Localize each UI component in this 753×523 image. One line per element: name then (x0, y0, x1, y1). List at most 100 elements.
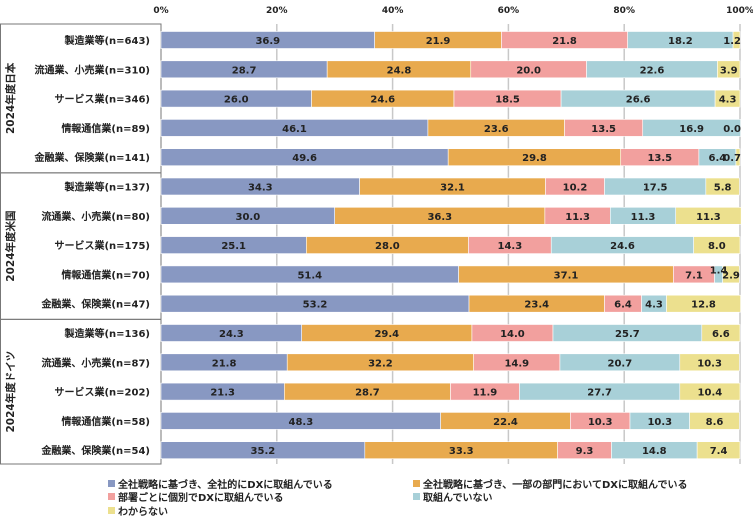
category-label: 流通業、小売業(n=80) (41, 210, 150, 223)
value-label: 11.3 (631, 212, 656, 223)
value-label: 16.9 (679, 124, 704, 135)
value-label: 24.3 (219, 329, 244, 340)
group-label: 2024年度日本 (4, 62, 17, 134)
value-label: 49.6 (292, 153, 317, 164)
legend-label: 全社戦略に基づき、一部の部門においてDXに取組んでいる (423, 480, 688, 491)
value-label: 0.0 (723, 124, 741, 135)
value-label: 10.3 (697, 358, 722, 369)
value-label: 7.1 (685, 270, 703, 281)
legend-swatch (108, 480, 115, 487)
value-label: 0.7 (723, 153, 741, 164)
value-label: 32.2 (368, 358, 393, 369)
legend-item: 全社戦略に基づき、一部の部門においてDXに取組んでいる (413, 476, 688, 491)
bar-segment (722, 265, 740, 284)
value-label: 24.8 (387, 65, 412, 76)
value-label: 6.4 (709, 153, 727, 164)
value-label: 8.6 (706, 417, 724, 428)
category-label: 情報通信業(n=70) (61, 268, 150, 281)
bar-segment (693, 236, 741, 254)
value-label: 29.8 (522, 153, 547, 164)
value-label: 14.8 (642, 446, 667, 457)
value-label: 46.1 (282, 124, 307, 135)
bar-segment (679, 382, 741, 401)
category-labels: 製造業等(n=643) 流通業、小売業(n=310) サービス業(n=346) 情報通… (33, 34, 150, 457)
x-tick-label: 20% (266, 6, 288, 16)
bars (160, 31, 742, 460)
value-label: 33.3 (449, 446, 474, 457)
group-label: 2024年度米国 (4, 210, 17, 281)
value-label: 1.2 (723, 36, 741, 47)
value-label: 30.0 (236, 212, 261, 223)
value-label: 35.2 (251, 446, 276, 457)
value-label: 8.0 (708, 241, 726, 252)
value-label: 20.7 (608, 358, 633, 369)
value-label: 18.2 (668, 36, 693, 47)
value-label: 13.5 (591, 124, 616, 135)
bar-segment (642, 119, 741, 137)
legend-swatch (413, 493, 420, 500)
group-labels: 2024年度日本 2024年度米国 2024年度ドイツ (4, 62, 17, 432)
category-label: 情報通信業(n=89) (61, 122, 150, 135)
x-tick-label: 0% (153, 6, 168, 16)
category-label: サービス業(n=346) (54, 93, 150, 106)
value-label: 36.9 (255, 36, 280, 47)
value-label: 26.6 (626, 95, 651, 106)
value-label: 10.3 (588, 417, 613, 428)
value-label: 9.3 (576, 446, 594, 457)
value-label: 6.6 (712, 329, 730, 340)
bar-segment (701, 324, 741, 342)
value-label: 23.4 (524, 300, 549, 311)
value-label: 28.7 (355, 388, 380, 399)
value-label: 14.9 (504, 358, 529, 369)
legend-label: 全社戦略に基づき、全社的にDXに取組んでいる (118, 480, 333, 491)
value-label: 4.3 (645, 300, 663, 311)
value-label: 11.3 (696, 212, 721, 223)
bar-segment (732, 31, 741, 49)
value-labels: 36.9 21.9 21.8 18.2 1.2 28.7 24.8 20.0 22.6 3.9 26… (210, 36, 741, 457)
x-tick-label: 60% (498, 6, 520, 16)
category-label: サービス業(n=175) (54, 239, 150, 252)
value-label: 10.2 (563, 183, 588, 194)
bar-segment (689, 412, 740, 430)
value-label: 21.9 (426, 36, 451, 47)
value-label: 29.4 (374, 329, 399, 340)
legend-item: 取組んでいない (413, 489, 493, 504)
value-label: 25.7 (615, 329, 640, 340)
bar-segment (714, 89, 741, 108)
value-label: 11.3 (565, 212, 590, 223)
value-label: 28.0 (375, 241, 400, 252)
value-label: 36.3 (427, 212, 452, 223)
value-label: 21.3 (210, 388, 235, 399)
bar-segment (735, 148, 741, 166)
legend-label: わからない (118, 507, 168, 518)
legend-swatch (108, 507, 115, 514)
category-label: 流通業、小売業(n=310) (34, 63, 150, 76)
category-label: 製造業等(n=643) (63, 34, 150, 47)
value-label: 24.6 (370, 95, 395, 106)
legend-item: 部署ごとに個別でDXに取組んでいる (108, 489, 284, 504)
value-label: 6.4 (614, 300, 632, 311)
category-label: 金融業、保険業(n=47) (40, 298, 150, 311)
value-label: 4.3 (719, 95, 737, 106)
category-label: 金融業、保険業(n=141) (33, 151, 150, 164)
category-label: 流通業、小売業(n=87) (41, 356, 150, 369)
value-label: 34.3 (248, 183, 273, 194)
category-label: サービス業(n=202) (54, 386, 150, 399)
bar-segment (717, 60, 741, 79)
bar-segment (705, 177, 740, 196)
value-label: 51.4 (297, 270, 322, 281)
value-label: 22.4 (493, 417, 518, 428)
value-label: 53.2 (303, 300, 328, 311)
value-label: 21.8 (212, 358, 237, 369)
value-label: 10.3 (647, 417, 672, 428)
value-label: 22.6 (640, 65, 665, 76)
x-tick-label: 80% (613, 6, 635, 16)
value-label: 21.8 (552, 36, 577, 47)
value-label: 1.4 (710, 265, 728, 276)
value-label: 3.9 (720, 65, 738, 76)
value-label: 28.7 (232, 65, 257, 76)
value-label: 2.9 (722, 270, 740, 281)
value-label: 7.4 (710, 446, 728, 457)
value-label: 37.1 (554, 270, 579, 281)
value-label: 5.8 (714, 183, 732, 194)
